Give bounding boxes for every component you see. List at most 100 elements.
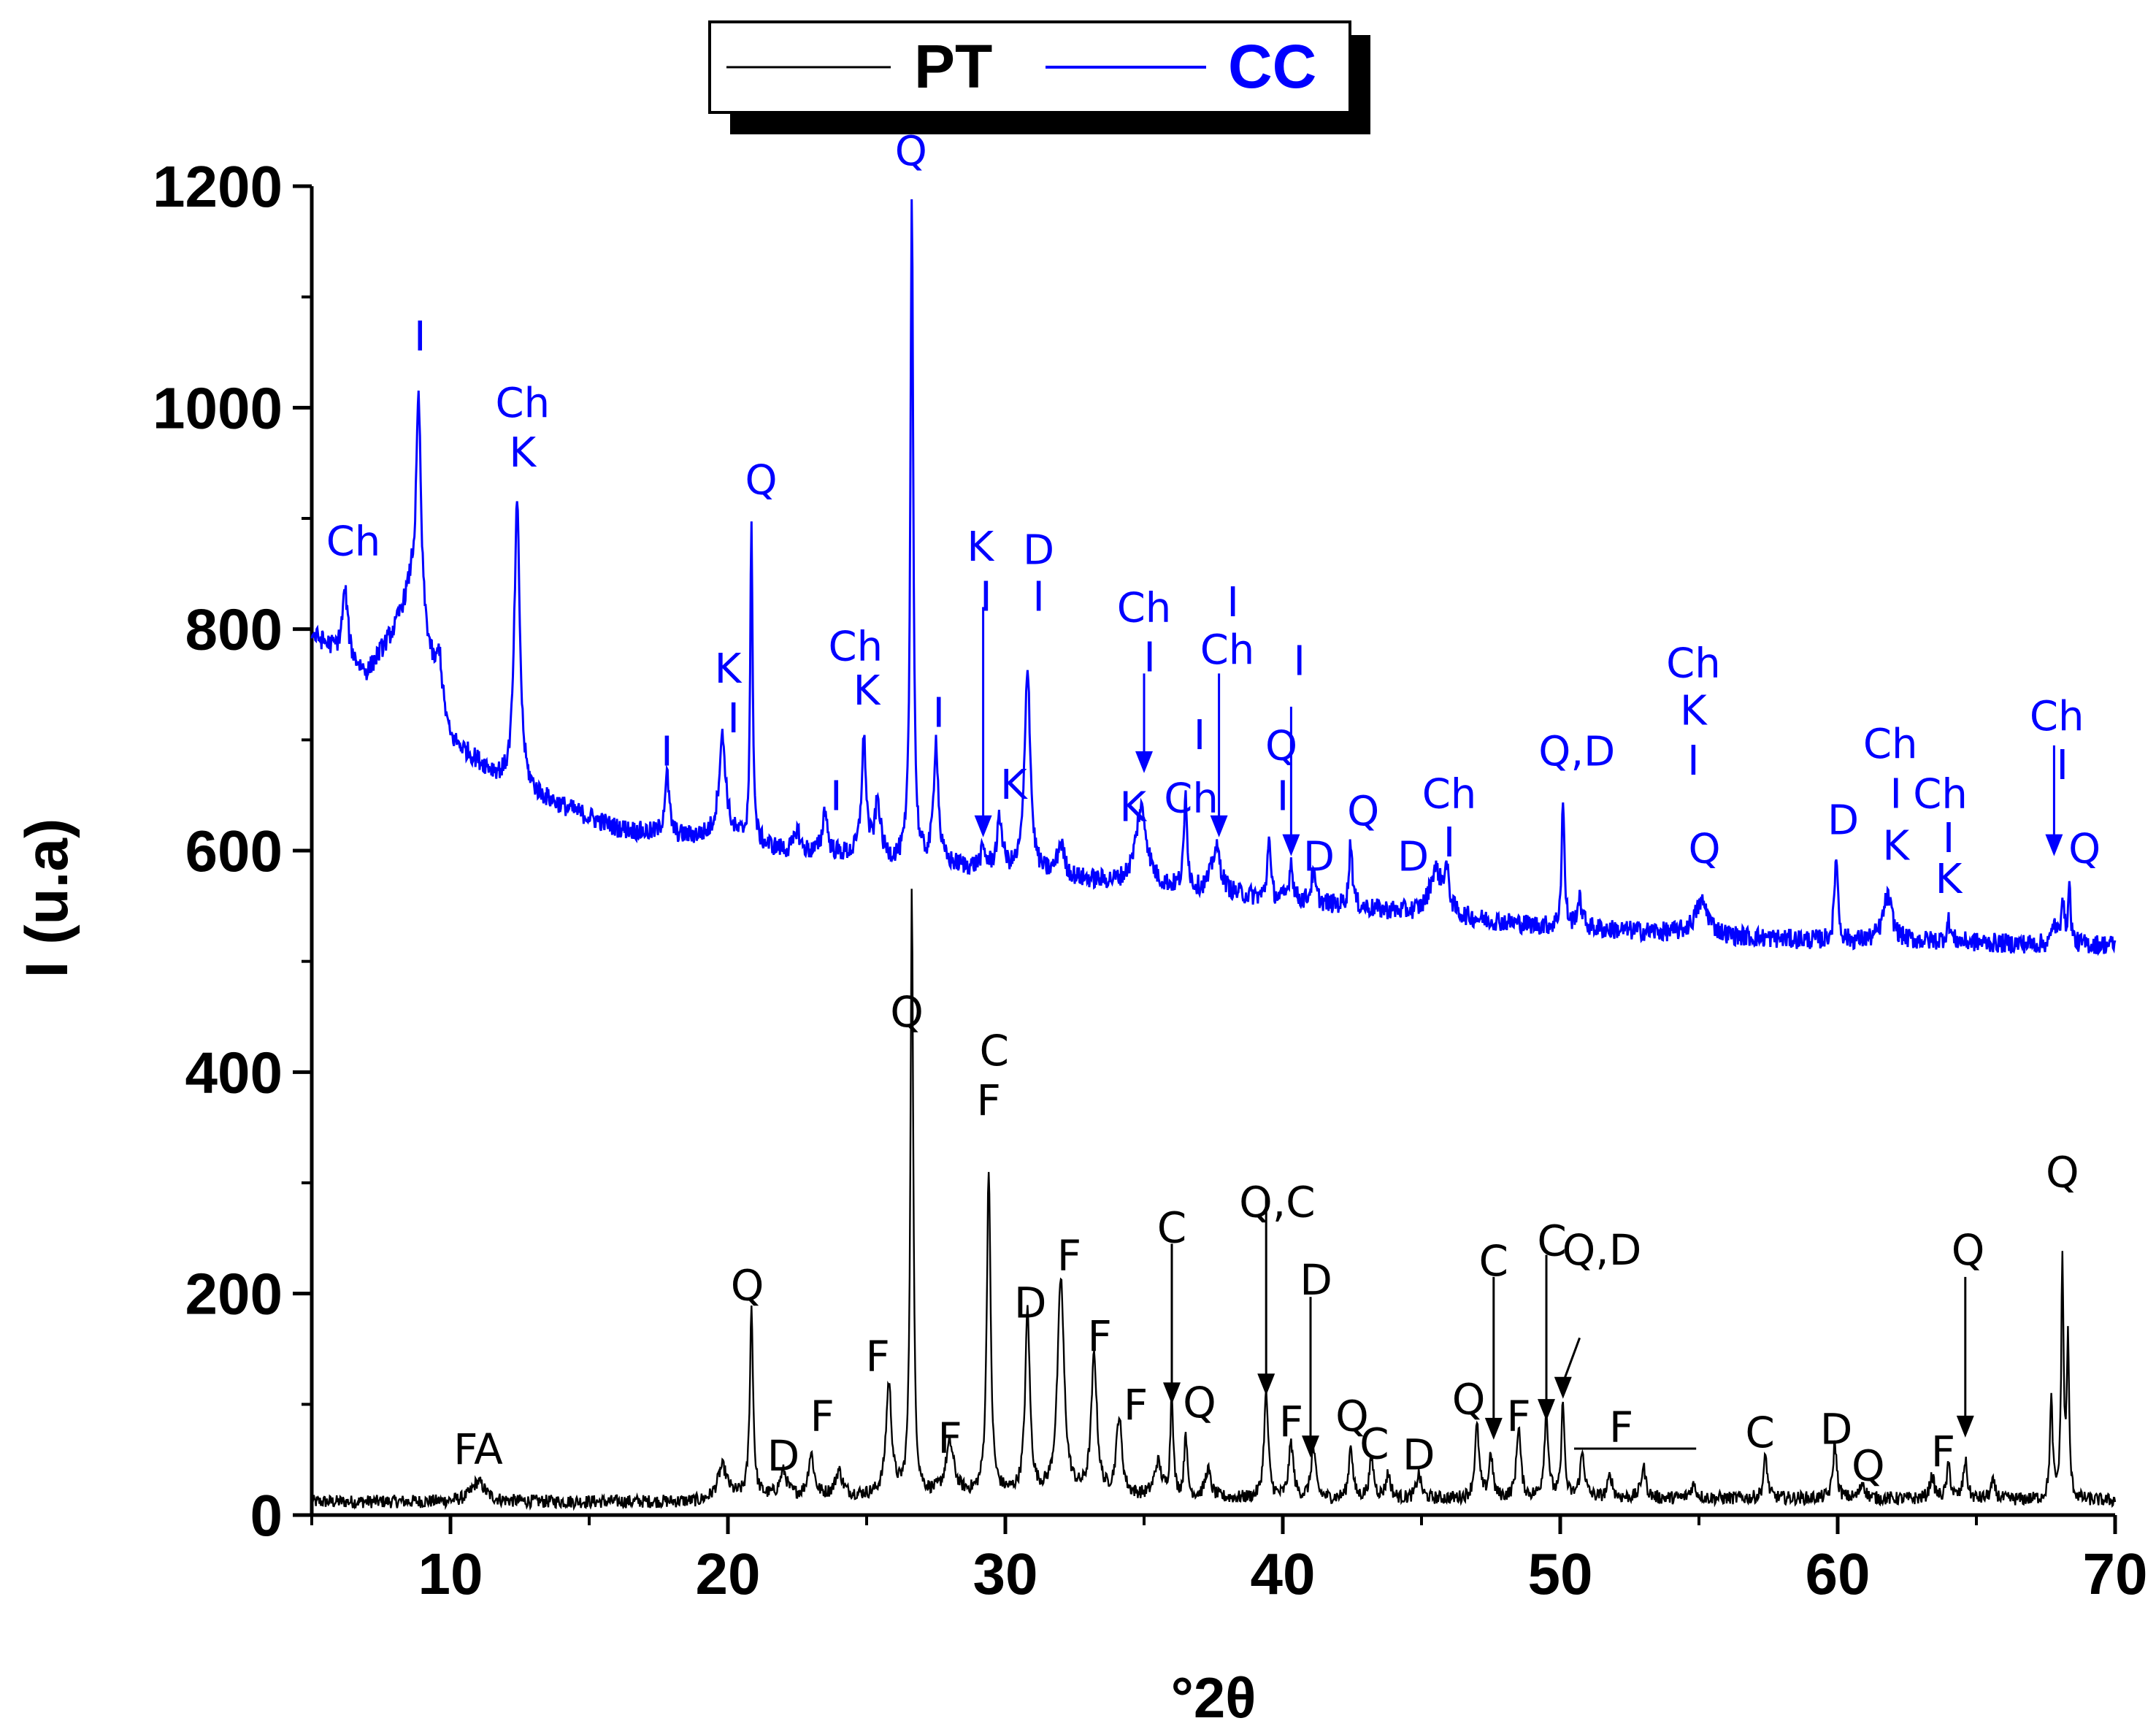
peak-label: K: [715, 645, 743, 693]
peak-label: K: [1882, 823, 1910, 870]
peak-label: Q: [731, 1260, 764, 1310]
peak-label: D: [1397, 834, 1429, 881]
y-tick-label: 0: [250, 1483, 283, 1548]
peak-label: I: [2057, 742, 2069, 789]
series-pt-line: [310, 889, 2117, 1511]
annotation-arrow-head: [1163, 1382, 1181, 1405]
peak-label: F: [1057, 1230, 1081, 1280]
peak-label: Ch: [1913, 770, 1968, 818]
peak-label: F: [810, 1391, 835, 1441]
peak-label: K: [509, 429, 537, 477]
annotation-arrow-head: [1210, 815, 1228, 837]
peak-label: Ch: [1422, 770, 1477, 818]
y-axis-title: I (u.a): [14, 819, 80, 978]
x-tick-label: 50: [1528, 1541, 1593, 1606]
peak-label: D: [1303, 834, 1335, 881]
peak-label: F: [937, 1414, 962, 1463]
x-tick-label: 60: [1806, 1541, 1871, 1606]
y-tick-label: 600: [185, 819, 283, 883]
peak-label: D: [1023, 527, 1054, 575]
peak-label: Ch: [829, 624, 883, 671]
y-axis-ticks: 0 200 400 600 800 1000 1200: [153, 154, 312, 1548]
peak-label: D: [1827, 797, 1859, 845]
annotation-arrow-head: [1135, 751, 1153, 773]
peak-label: I: [980, 573, 992, 621]
x-tick-label: 40: [1251, 1541, 1316, 1606]
peak-label: Q: [1952, 1225, 1985, 1275]
peak-label: F: [977, 1076, 1001, 1125]
peak-label: Q: [745, 457, 778, 505]
x-tick-label: 30: [973, 1541, 1038, 1606]
peak-label: F: [1088, 1311, 1112, 1361]
peak-label: Q: [1183, 1378, 1216, 1427]
peak-label: I: [1443, 819, 1456, 867]
peak-label: F: [866, 1331, 890, 1381]
peak-label: Q: [1689, 826, 1721, 873]
annotation-arrow-head: [1956, 1415, 1974, 1438]
annotation-arrow-head: [1257, 1373, 1275, 1396]
peak-label: Q,C: [1239, 1178, 1316, 1227]
peak-label: F: [1124, 1380, 1148, 1430]
peak-label: F: [1506, 1391, 1530, 1441]
y-tick-label: 1000: [153, 375, 283, 440]
peak-label: C: [1157, 1203, 1187, 1253]
peak-label: Ch: [1164, 775, 1219, 822]
peak-label: I: [1294, 637, 1306, 685]
peak-label: I: [1143, 635, 1156, 682]
annotation-arrow-head: [1484, 1417, 1503, 1440]
peak-label: FA: [453, 1425, 503, 1474]
x-tick-label: 20: [696, 1541, 761, 1606]
annotation-arrow-head: [974, 815, 992, 837]
annotation-arrow-head: [1302, 1435, 1319, 1458]
peak-label: D: [1403, 1430, 1435, 1479]
peak-label: I: [1943, 815, 1955, 862]
peak-label: Q: [895, 129, 927, 176]
peak-label: F: [1931, 1427, 1955, 1476]
peak-label: I: [933, 690, 945, 737]
peak-label: F: [1609, 1403, 1633, 1452]
x-tick-label: 70: [2083, 1541, 2148, 1606]
peak-label: F: [1279, 1397, 1303, 1446]
peak-label: Ch: [326, 518, 381, 565]
y-tick-label: 400: [185, 1040, 283, 1105]
x-tick-label: 10: [418, 1541, 483, 1606]
peak-label: I: [661, 729, 673, 776]
peak-label: I: [414, 313, 426, 361]
x-axis-title: °2θ: [1171, 1665, 1257, 1729]
legend-pt-label: PT: [914, 32, 992, 101]
peak-label: D: [1300, 1255, 1332, 1305]
peak-label: C: [980, 1026, 1010, 1076]
peak-label: Q,D: [1562, 1225, 1642, 1275]
peak-label: Ch: [1863, 721, 1918, 768]
peak-label: D: [1014, 1278, 1047, 1328]
annotation-arrow-head: [1282, 834, 1300, 856]
peak-label: Q: [1265, 723, 1297, 770]
peak-label: C: [1359, 1419, 1389, 1468]
peak-label: Q: [890, 987, 924, 1037]
series-cc-line: [310, 199, 2117, 956]
annotation-arrow-head: [1538, 1399, 1555, 1422]
peak-label: Ch: [496, 380, 550, 427]
peak-label: Q: [2046, 1148, 2079, 1197]
peak-label: Ch: [1117, 584, 1172, 632]
peak-label: Q: [1347, 789, 1379, 836]
peak-label: Ch: [2030, 693, 2084, 740]
peak-label: K: [967, 524, 994, 571]
peak-label: Q: [1335, 1391, 1369, 1441]
peak-label: Q,D: [1538, 729, 1615, 776]
annotation-arrow-head: [2045, 834, 2063, 856]
y-tick-label: 200: [185, 1262, 283, 1327]
peak-label: Q: [1452, 1375, 1486, 1425]
peak-label: C: [1479, 1236, 1509, 1286]
legend-cc-label: CC: [1228, 32, 1316, 101]
peak-label: Ch: [1666, 640, 1721, 687]
peak-label: Q: [1852, 1441, 1885, 1491]
peak-label: C: [1537, 1216, 1567, 1266]
peak-label: I: [1687, 737, 1700, 785]
peak-label: K: [853, 667, 881, 715]
peak-label: Ch: [1200, 626, 1255, 674]
peak-label: D: [767, 1431, 800, 1481]
